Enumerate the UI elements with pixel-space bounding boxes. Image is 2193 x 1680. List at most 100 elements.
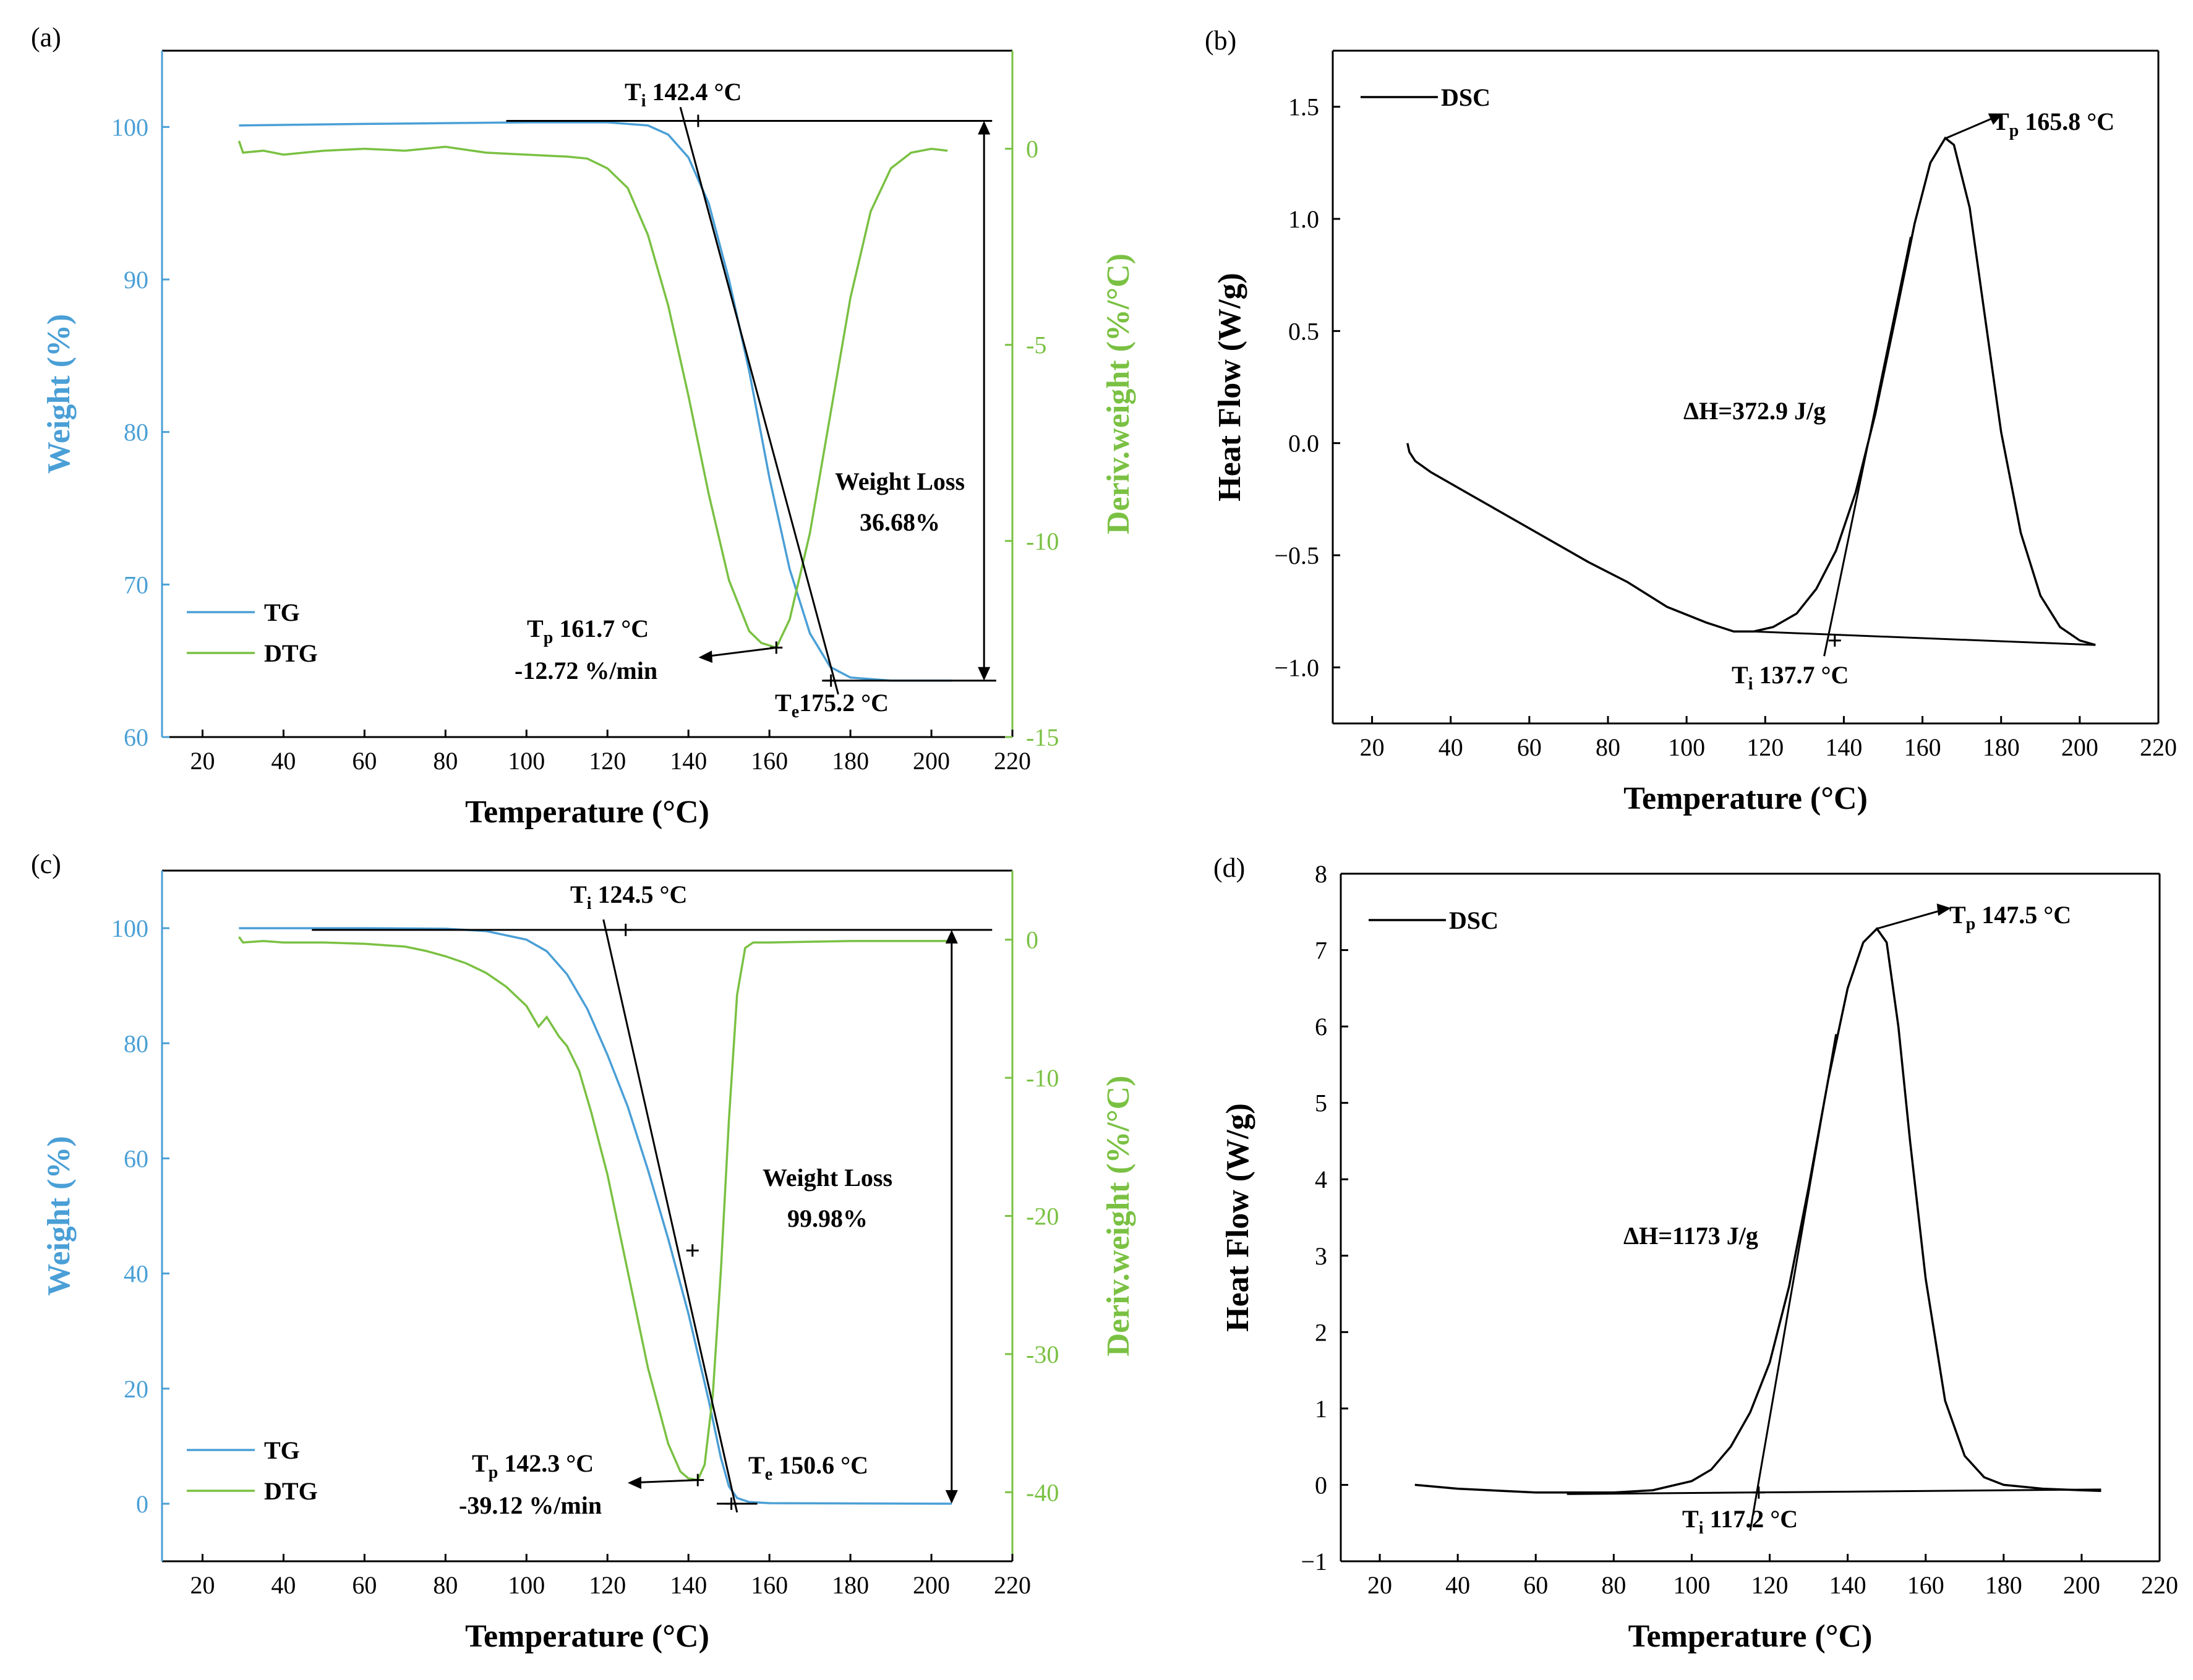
te-label: Te175.2 °C	[775, 689, 889, 722]
y-tick-label: −1	[1301, 1548, 1327, 1576]
x-tick-label: 60	[352, 747, 377, 775]
x-tick-label: 200	[2061, 733, 2098, 761]
panel-label: (c)	[31, 849, 61, 879]
arrow-head	[698, 650, 713, 663]
x-tick-label: 100	[508, 747, 545, 775]
baseline	[1753, 630, 2096, 646]
y-axis-title: Weight (%)	[41, 1136, 77, 1296]
tp-label: Tp 142.3 °C	[472, 1449, 594, 1482]
x-tick-label: 80	[433, 747, 458, 775]
x-tick-label: 100	[508, 1571, 545, 1599]
y-tick-label: 0	[1315, 1471, 1327, 1499]
y2-tick-label: -10	[1026, 527, 1059, 555]
x-tick-label: 160	[751, 1571, 788, 1599]
x-axis-title: Temperature (°C)	[1623, 781, 1868, 816]
x-tick-label: 20	[1360, 733, 1385, 761]
x-axis-title: Temperature (°C)	[465, 1619, 709, 1654]
y-tick-label: 0.5	[1288, 317, 1319, 345]
x-tick-label: 200	[913, 1571, 950, 1599]
x-tick-label: 200	[2063, 1571, 2100, 1599]
y-tick-label: 1.0	[1288, 205, 1319, 233]
x-tick-label: 180	[1985, 1571, 2022, 1599]
y-tick-label: 5	[1315, 1089, 1327, 1117]
tp-arrow	[636, 1479, 698, 1484]
tp-label: Tp 165.8 °C	[1993, 108, 2114, 140]
ti-label: Ti 137.7 °C	[1732, 661, 1849, 694]
legend-label: TG	[264, 1436, 300, 1464]
y-tick-label: 1	[1315, 1395, 1327, 1423]
legend-label: DTG	[264, 639, 318, 667]
y-tick-label: 0	[136, 1490, 148, 1518]
tp-rate-label: -12.72 %/min	[515, 657, 657, 684]
arrow-head	[978, 121, 991, 135]
x-tick-label: 180	[832, 1571, 869, 1599]
tp-arrow	[704, 646, 777, 658]
tp-rate-label: -39.12 %/min	[459, 1491, 602, 1519]
panel-b: (b) 20 40 60 80 100 120 140 160 180 200 220 −1.0 −0.5…	[1205, 25, 2177, 816]
x-tick-label: 120	[589, 1571, 626, 1599]
y-tick-label: −1.0	[1274, 654, 1319, 681]
legend-label: DSC	[1449, 906, 1498, 934]
y-tick-label: 1.5	[1288, 93, 1319, 121]
y-tick-label: 7	[1315, 937, 1327, 965]
series-line-tg	[239, 121, 952, 682]
tangent-line	[1749, 1034, 1837, 1531]
x-tick-label: 80	[1601, 1571, 1626, 1599]
y-tick-label: 60	[124, 1145, 148, 1172]
x-tick-label: 100	[1668, 733, 1705, 761]
arrow-head	[978, 667, 991, 681]
enthalpy-label: ΔH=1173 J/g	[1623, 1222, 1758, 1250]
y-tick-label: 3	[1315, 1242, 1327, 1270]
x-tick-label: 140	[1825, 733, 1862, 761]
y2-tick-label: -5	[1026, 331, 1046, 359]
y-tick-label: 40	[124, 1260, 148, 1288]
x-tick-label: 40	[1438, 733, 1463, 761]
tangent-line	[1823, 236, 1912, 657]
y2-tick-label: 0	[1026, 135, 1038, 163]
x-tick-label: 220	[2140, 733, 2177, 761]
ti-label: Ti 142.4 °C	[625, 78, 742, 111]
legend-label: DTG	[264, 1477, 318, 1505]
arrow-head	[945, 1490, 958, 1504]
x-tick-label: 20	[1367, 1571, 1392, 1599]
y2-tick-label: -10	[1026, 1064, 1059, 1092]
y-tick-label: 100	[111, 113, 148, 141]
y-tick-label: 80	[124, 1030, 148, 1057]
y-tick-label: −0.5	[1274, 542, 1319, 569]
tp-label: Tp 147.5 °C	[1949, 901, 2071, 934]
enthalpy-label: ΔH=372.9 J/g	[1683, 397, 1826, 425]
x-tick-label: 220	[994, 1571, 1031, 1599]
te-label: Te 150.6 °C	[748, 1451, 868, 1484]
panel-label: (a)	[31, 22, 61, 53]
x-tick-label: 80	[433, 1571, 458, 1599]
panel-d: (d) 20 40 60 80 100 120 140 160 180 200 220 −1 0 1 2 3 4 5…	[1213, 853, 2178, 1654]
x-tick-label: 100	[1673, 1571, 1710, 1599]
x-tick-label: 140	[670, 747, 707, 775]
y-tick-label: 6	[1315, 1013, 1327, 1041]
series-line-dtg	[237, 140, 948, 649]
legend-label: DSC	[1441, 83, 1490, 111]
y-tick-label: 60	[124, 723, 148, 751]
x-tick-label: 160	[1904, 733, 1941, 761]
tp-arrow	[1876, 909, 1942, 930]
y-tick-label: 0.0	[1288, 430, 1319, 458]
y-tick-label: 100	[111, 915, 148, 942]
series-line-dsc	[1414, 927, 2101, 1494]
x-tick-label: 60	[1517, 733, 1542, 761]
y-axis-title: Weight (%)	[41, 314, 77, 474]
x-tick-label: 120	[589, 747, 626, 775]
y2-tick-label: 0	[1026, 926, 1038, 954]
panel-a: (a) 20 40 60 80 100 120 140 160 180 200 220 60 70 80 90…	[31, 22, 1136, 830]
series-line-dtg	[237, 936, 952, 1482]
ti-label: Ti 124.5 °C	[570, 881, 687, 913]
baseline	[1567, 1488, 2101, 1495]
y2-axis-title: Deriv.weight (%/°C)	[1101, 254, 1136, 534]
x-tick-label: 20	[190, 1571, 215, 1599]
x-tick-label: 140	[1829, 1571, 1866, 1599]
x-axis-title: Temperature (°C)	[1628, 1619, 1873, 1654]
y2-tick-label: -40	[1026, 1478, 1059, 1506]
series-line-tg	[239, 927, 952, 1505]
panel-c: (c) 20 40 60 80 100 120 140 160 180 200 220 0 20 40 60 8…	[31, 849, 1136, 1654]
x-tick-label: 140	[670, 1571, 707, 1599]
arrow-head	[627, 1477, 641, 1490]
